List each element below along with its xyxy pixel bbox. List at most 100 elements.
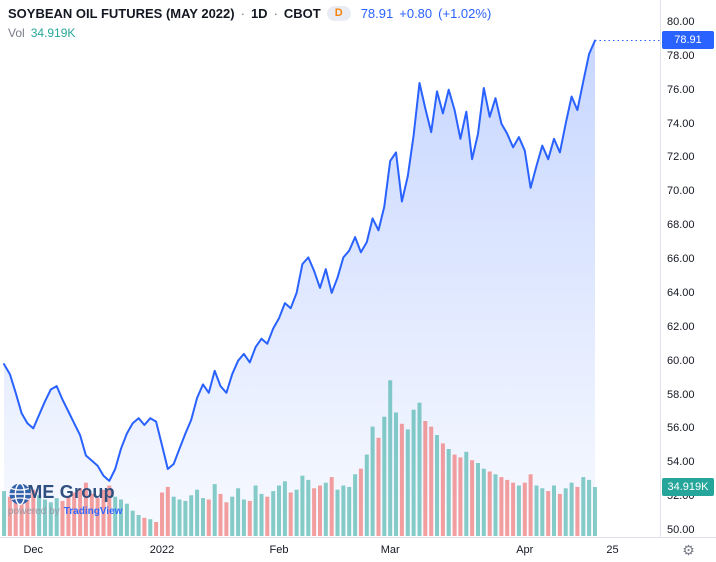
settings-gear-icon[interactable]: ⚙ [682, 541, 695, 558]
volume-bar [470, 460, 475, 536]
volume-bar [183, 500, 188, 536]
volume-bar [253, 485, 258, 536]
last-price: 78.91 [360, 6, 394, 21]
powered-by-row: powered by TradingView [8, 506, 122, 517]
volume-bar [563, 488, 568, 536]
volume-bar [429, 426, 434, 536]
volume-bar [353, 474, 358, 536]
volume-bar [435, 435, 439, 536]
price-scale-label: 72.00 [667, 151, 695, 164]
volume-bar [148, 519, 153, 536]
last-price-badge: 78.91 [662, 31, 714, 50]
volume-bar [452, 454, 457, 536]
time-scale-label: Dec [23, 544, 44, 556]
price-group: 78.91 +0.80 (+1.02%) [361, 6, 492, 21]
volume-bar [335, 489, 340, 536]
volume-bar [557, 493, 562, 536]
volume-bar [318, 485, 322, 536]
volume-bar [136, 515, 141, 536]
price-scale-label: 62.00 [667, 320, 695, 333]
price-scale-label: 74.00 [667, 117, 695, 130]
volume-bar [72, 492, 77, 536]
symbol-title[interactable]: SOYBEAN OIL FUTURES (MAY 2022) [8, 6, 235, 21]
volume-bar [2, 491, 6, 536]
volume-bar [277, 485, 281, 536]
volume-bar [160, 492, 164, 536]
price-scale-label: 54.00 [667, 456, 695, 469]
volume-bar [288, 492, 293, 536]
volume-bar [201, 498, 205, 536]
scale-separator-vertical [660, 0, 661, 537]
volume-bar [60, 500, 65, 536]
volume-bar [593, 487, 597, 536]
price-scale[interactable]: 78.91 34.919K 80.00 78.00 76.00 74.00 72.00 7… [661, 0, 716, 537]
volume-bar [581, 477, 586, 536]
volume-bar [7, 496, 12, 536]
volume-bar [540, 488, 545, 536]
time-scale-label: 2022 [149, 544, 175, 556]
volume-bar [189, 495, 194, 536]
cme-logo-row: CME Group [8, 482, 122, 506]
interval-label[interactable]: 1D [250, 6, 268, 21]
volume-bar [312, 488, 317, 536]
volume-bar [31, 489, 36, 536]
volume-bar [241, 499, 246, 536]
volume-bar [394, 412, 398, 536]
volume-bar [218, 493, 223, 536]
volume-bar [511, 482, 516, 536]
volume-bar [499, 477, 504, 536]
price-line [3, 39, 596, 482]
volume-bar [481, 468, 486, 536]
volume-bar [569, 482, 574, 536]
tradingview-link[interactable]: TradingView [63, 506, 123, 517]
volume-bar [95, 498, 100, 536]
volume-bar [493, 474, 498, 536]
volume-bar [195, 489, 200, 536]
price-chart[interactable] [0, 0, 660, 537]
powered-by-label: powered by [8, 506, 60, 517]
volume-bar [48, 502, 53, 536]
volume-bar [458, 457, 463, 536]
price-scale-label: 76.00 [667, 83, 695, 96]
price-scale-label: 70.00 [667, 185, 695, 198]
volume-bar [405, 429, 410, 536]
volume-bar [236, 488, 241, 536]
volume-bar [230, 496, 235, 536]
price-scale-label: 64.00 [667, 286, 695, 299]
legend-row-main: SOYBEAN OIL FUTURES (MAY 2022) · 1D · CB… [8, 6, 491, 21]
volume-bar [388, 380, 393, 536]
chart-plot-area[interactable]: SOYBEAN OIL FUTURES (MAY 2022) · 1D · CB… [0, 0, 660, 537]
volume-bar [171, 496, 176, 536]
price-scale-label: 50.00 [667, 524, 695, 536]
time-scale[interactable]: Dec 2022 Feb Mar Apr 25 [0, 538, 660, 562]
volume-bar [13, 486, 18, 536]
volume-value[interactable]: 34.919K [30, 26, 76, 40]
price-area-fill [4, 40, 595, 536]
volume-bar [107, 485, 112, 536]
time-scale-label: 25 [606, 544, 619, 556]
delayed-data-badge[interactable]: D [326, 6, 351, 21]
volume-bar [119, 499, 123, 536]
price-scale-label: 58.00 [667, 388, 695, 401]
volume-bar [130, 510, 135, 536]
price-scale-label: 78.00 [667, 49, 695, 62]
volume-bar [294, 489, 299, 536]
volume-bar [224, 502, 229, 536]
price-change: +0.80 [399, 6, 433, 21]
scale-separator-horizontal [0, 537, 716, 538]
volume-bar [417, 402, 422, 536]
volume-bar [177, 499, 182, 536]
volume-label: Vol [8, 26, 25, 40]
volume-bar [382, 416, 387, 536]
volume-bar [206, 499, 211, 536]
volume-bar [25, 498, 30, 536]
exchange-label[interactable]: CBOT [283, 6, 321, 21]
volume-bar [300, 475, 305, 536]
price-scale-label: 68.00 [667, 219, 695, 232]
price-scale-label: 60.00 [667, 354, 695, 367]
price-scale-label: 56.00 [667, 422, 695, 435]
volume-bar [323, 482, 328, 536]
volume-bar [347, 486, 352, 536]
volume-bar [423, 421, 428, 536]
